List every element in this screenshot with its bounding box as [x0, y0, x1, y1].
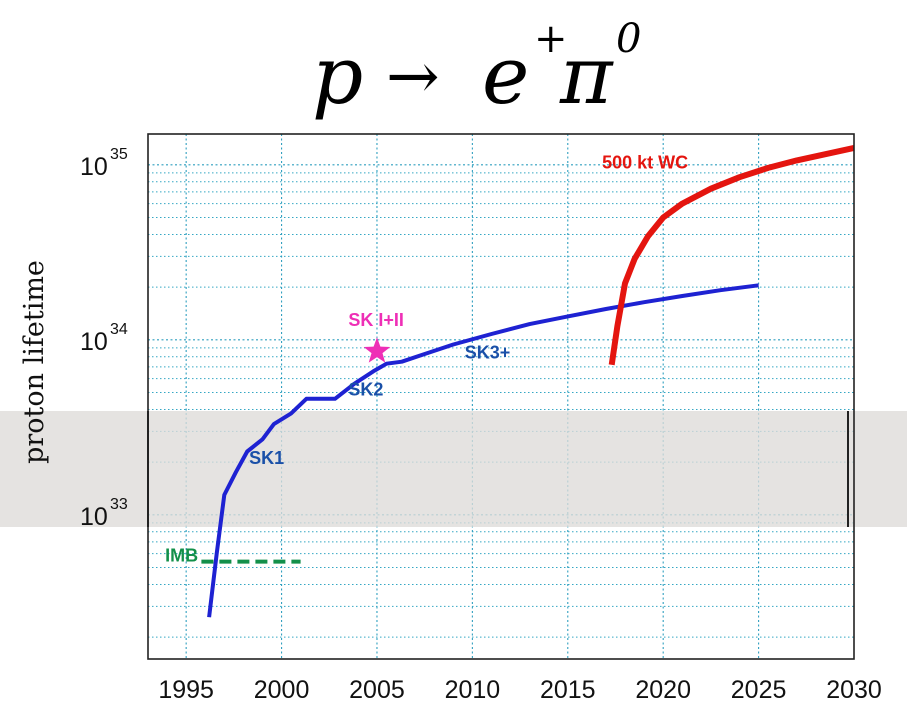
annotation-label: SK2 [348, 380, 383, 400]
x-tick-label: 2010 [445, 676, 501, 704]
annotation-label: SK I+II [348, 310, 404, 330]
minor-grid [148, 172, 854, 638]
x-tick-label: 2000 [254, 676, 310, 704]
x-tick-label: 2015 [540, 676, 596, 704]
x-tick-label: 1995 [158, 676, 214, 704]
plot-area [148, 134, 854, 659]
annotation-label: IMB [165, 546, 198, 566]
series-line-500-kt-wc [608, 144, 855, 366]
y-tick-exponent: 35 [110, 146, 128, 163]
formula-pi-sup: 0 [616, 16, 641, 62]
y-tick-exponent: 33 [110, 496, 128, 513]
gray-band [0, 411, 907, 527]
formula-pi: π [559, 29, 614, 122]
formula-p: p [312, 29, 363, 122]
annotation-label: 500 kt WC [602, 153, 688, 173]
plot-frame [147, 133, 855, 660]
points-layer [363, 337, 391, 363]
formula-e-sup: + [534, 16, 568, 62]
y-tick-label: 10 [80, 503, 108, 531]
formula-arrow: → [386, 40, 440, 114]
annotation-label: SK1 [249, 448, 284, 468]
y-tick-exponent: 34 [110, 321, 128, 338]
y-tick-label: 10 [80, 153, 108, 181]
x-tick-label: 2005 [349, 676, 405, 704]
data-point-star [363, 337, 391, 363]
x-ticks: 1995 2000 2005 2010 2015 2020 2025 2030 [158, 676, 881, 704]
annotation-layer: 500 kt WC SK I+II SK3+ SK2 SK1 IMB [165, 153, 688, 566]
y-tick-label: 10 [80, 328, 108, 356]
y-axis-label: proton lifetime [19, 260, 50, 464]
annotation-label: SK3+ [465, 343, 511, 363]
formula-e: e [482, 29, 529, 122]
x-tick-label: 2020 [635, 676, 691, 704]
formula-title: p → e + π 0 [312, 16, 641, 122]
series-layer [201, 144, 855, 618]
x-tick-label: 2030 [826, 676, 882, 704]
x-tick-label: 2025 [731, 676, 787, 704]
series-line-sk [207, 283, 759, 618]
